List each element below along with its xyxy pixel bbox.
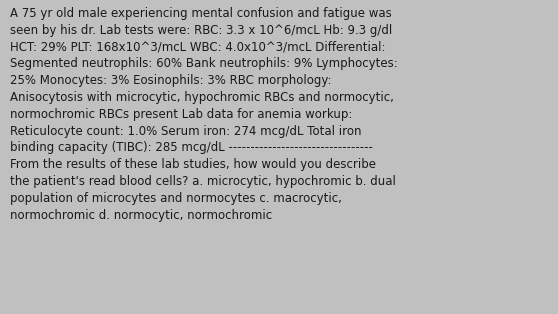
Text: A 75 yr old male experiencing mental confusion and fatigue was
seen by his dr. L: A 75 yr old male experiencing mental con… <box>10 7 398 221</box>
